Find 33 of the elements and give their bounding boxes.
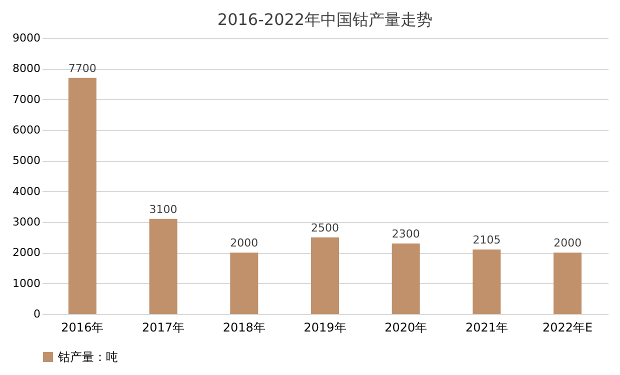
- bar: [554, 252, 582, 314]
- bar: [149, 218, 178, 314]
- data-label: 2000: [554, 236, 582, 250]
- y-tick-label: 9000: [12, 32, 40, 44]
- x-tick-label: 2022年E: [542, 320, 593, 334]
- bar: [392, 243, 420, 314]
- y-tick-label: 4000: [12, 184, 40, 198]
- data-label: 2105: [472, 233, 501, 246]
- bar: [230, 252, 258, 314]
- y-tick-label: 6000: [12, 124, 40, 136]
- y-tick-label: 3000: [12, 216, 40, 228]
- x-tick-label: 2018年: [222, 320, 266, 334]
- y-tick-label: 7000: [12, 92, 40, 106]
- x-tick-label: 2021年: [465, 320, 508, 334]
- x-tick-label: 2020年: [384, 320, 428, 334]
- chart-title: 2016-2022年中国钴产量走势: [217, 10, 433, 29]
- y-tick-label: 1000: [12, 276, 40, 290]
- bar: [68, 78, 96, 314]
- data-label: 2000: [230, 236, 258, 250]
- y-tick-label: 2000: [12, 246, 40, 260]
- data-label: 2300: [392, 227, 420, 240]
- x-tick-label: 2016年: [61, 320, 104, 334]
- data-label: 2500: [311, 221, 339, 234]
- data-label: 3100: [149, 202, 178, 216]
- y-tick-label: 5000: [12, 154, 40, 168]
- bar: [472, 249, 501, 314]
- data-label: 7700: [68, 62, 96, 75]
- x-tick-label: 2019年: [304, 320, 346, 334]
- x-tick-label: 2017年: [142, 320, 185, 334]
- legend-label: 钴产量：吨: [57, 350, 118, 364]
- bar: [311, 237, 339, 314]
- y-tick-label: 0: [34, 308, 40, 320]
- y-tick-label: 8000: [12, 62, 40, 76]
